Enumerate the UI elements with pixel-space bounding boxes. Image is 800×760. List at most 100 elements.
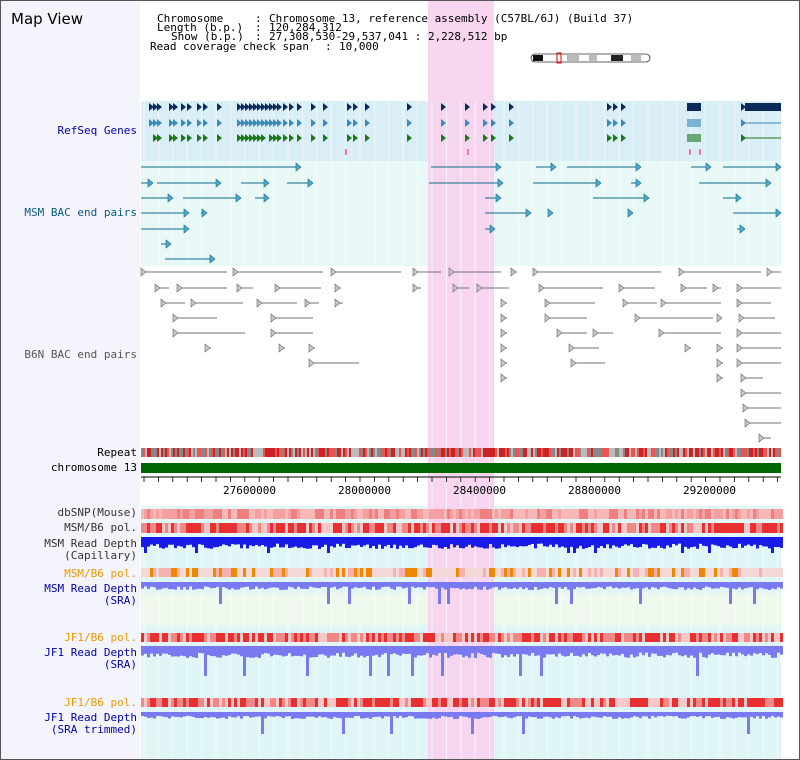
gene-feature — [253, 119, 258, 127]
heat-cell — [186, 523, 189, 533]
depth-bar — [390, 582, 393, 589]
track-label-jf1-b6-pol-2[interactable]: JF1/B6 pol. — [64, 696, 137, 709]
depth-bar — [705, 712, 708, 717]
bac-end — [525, 208, 532, 218]
heat-cell — [759, 568, 762, 577]
heat-cell — [183, 568, 186, 577]
track-label-dbsnp[interactable]: dbSNP(Mouse) — [57, 506, 137, 519]
depth-bar — [303, 712, 306, 719]
repeat-cell — [727, 448, 729, 457]
heat-cell — [609, 568, 612, 577]
heat-cell — [426, 523, 429, 533]
track-label-b6n-bac[interactable]: B6N BAC end pairs — [24, 348, 137, 361]
heat-cell — [714, 633, 717, 642]
gene-feature — [153, 119, 158, 127]
track-label-msm-depth-sra[interactable]: MSM Read Depth — [44, 582, 137, 595]
depth-bar — [648, 537, 651, 549]
depth-bar — [213, 582, 216, 588]
depth-bar — [681, 582, 684, 588]
heat-cell — [579, 523, 582, 533]
heat-cell — [549, 633, 552, 642]
repeat-cell — [325, 448, 327, 457]
depth-bar — [261, 712, 264, 734]
heat-cell — [621, 523, 624, 533]
heat-cell — [204, 523, 207, 533]
depth-bar — [432, 712, 435, 718]
heat-cell — [696, 523, 699, 533]
repeat-cell — [315, 448, 317, 457]
depth-bar — [357, 537, 360, 545]
heat-cell — [738, 698, 741, 707]
bac-end — [334, 283, 341, 293]
heat-cell — [525, 568, 528, 577]
depth-bar — [315, 712, 318, 718]
depth-bar — [261, 537, 264, 546]
depth-bar — [750, 712, 753, 717]
heat-cell — [276, 523, 279, 533]
depth-bar — [561, 712, 564, 717]
depth-bar — [636, 646, 639, 657]
depth-bar — [174, 537, 177, 549]
bac-end — [500, 373, 507, 383]
heat-cell — [396, 698, 399, 707]
depth-bar — [765, 537, 768, 547]
depth-bar — [546, 537, 549, 547]
track-label-msm-depth-capillary[interactable]: MSM Read Depth — [44, 537, 137, 550]
heat-cell — [162, 509, 165, 519]
heat-cell — [246, 523, 249, 533]
chromosome-value: Chromosome 13, reference assembly (C57BL… — [269, 12, 634, 25]
track-label-refseq[interactable]: RefSeq Genes — [57, 124, 137, 137]
heat-cell — [390, 698, 393, 707]
heat-cell — [213, 633, 216, 642]
gene-feature — [283, 119, 288, 127]
depth-bar — [360, 582, 363, 588]
heat-cell — [603, 523, 606, 533]
heat-cell — [321, 523, 324, 533]
track-label-msm-b6-pol-2[interactable]: MSM/B6 pol. — [64, 567, 137, 580]
heat-cell — [345, 698, 348, 707]
depth-bar — [768, 646, 771, 655]
depth-bar — [288, 537, 291, 549]
bac-end — [635, 162, 642, 172]
depth-bar — [447, 582, 450, 604]
depth-bar — [594, 646, 597, 657]
depth-bar — [306, 582, 309, 590]
heat-cell — [423, 509, 426, 519]
depth-bar — [327, 582, 330, 604]
heat-cell — [387, 568, 390, 577]
heat-cell — [420, 698, 423, 707]
depth-bar — [495, 537, 498, 549]
depth-bar — [630, 582, 633, 590]
depth-bar — [381, 646, 384, 655]
heat-cell — [246, 568, 249, 577]
track-label-msm-b6-pol[interactable]: MSM/B6 pol. — [64, 521, 137, 534]
depth-bar — [183, 646, 186, 657]
depth-bar — [159, 646, 162, 656]
track-label-msm-bac[interactable]: MSM BAC end pairs — [24, 206, 137, 219]
heat-cell — [597, 568, 600, 577]
heat-cell — [225, 633, 228, 642]
heat-cell — [180, 509, 183, 519]
heat-cell — [732, 633, 735, 642]
depth-bar — [246, 582, 249, 587]
heat-cell — [756, 509, 759, 519]
depth-bar — [216, 646, 219, 658]
gene-feature — [687, 134, 701, 142]
heat-cell — [426, 568, 429, 577]
length-value: 120,284,312 — [269, 21, 342, 34]
ideogram-band — [631, 55, 641, 61]
repeat-cell — [683, 448, 685, 457]
heat-cell — [207, 568, 210, 577]
track-label-jf1-b6-pol[interactable]: JF1/B6 pol. — [64, 631, 137, 644]
track-label-jf1-depth-sra[interactable]: JF1 Read Depth — [44, 646, 137, 659]
heat-cell — [702, 568, 705, 577]
depth-bar — [342, 712, 345, 734]
depth-bar — [144, 537, 147, 553]
repeat-cell — [409, 448, 411, 457]
heat-cell — [309, 509, 312, 519]
axis-tick-label: 28800000 — [568, 484, 621, 497]
heat-cell — [591, 633, 594, 642]
track-label-jf1-depth-trimmed[interactable]: JF1 Read Depth — [44, 711, 137, 724]
depth-bar — [675, 712, 678, 717]
